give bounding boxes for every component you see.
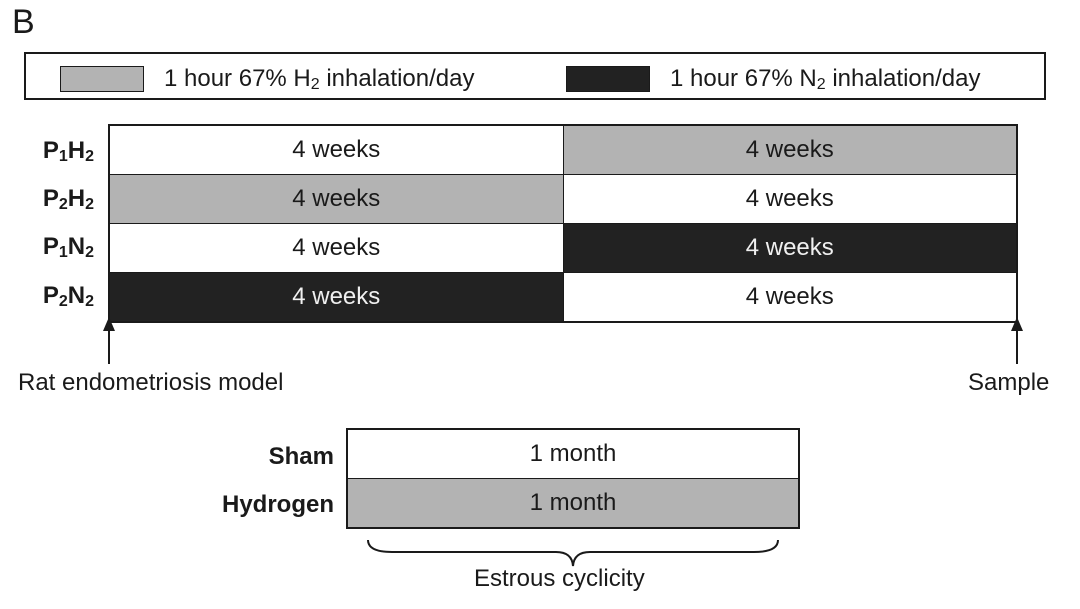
period-cell: 4 weeks: [562, 126, 1016, 174]
protocol-row-p2n2: 4 weeks 4 weeks: [110, 272, 1016, 321]
protocol-grid: 4 weeks 4 weeks 4 weeks 4 weeks 4 weeks …: [108, 124, 1018, 323]
end-arrow-icon: [1011, 317, 1023, 364]
row-label-sham: Sham: [268, 443, 334, 470]
period-cell: 4 weeks: [562, 175, 1016, 223]
cyclicity-row-sham: 1 month: [348, 430, 798, 478]
period-cell: 4 weeks: [110, 224, 563, 272]
row-label-p1n2: P1N2: [42, 233, 94, 261]
cyclicity-grid: 1 month 1 month: [346, 428, 800, 529]
legend-label-h2: 1 hour 67% H2 inhalation/day: [164, 65, 475, 93]
legend-swatch-n2: [566, 66, 650, 92]
cyclicity-row-hydrogen: 1 month: [348, 478, 798, 527]
protocol-row-p1h2: 4 weeks 4 weeks: [110, 126, 1016, 174]
start-arrow-icon: [103, 317, 115, 364]
start-note: Rat endometriosis model: [18, 369, 284, 396]
curly-brace-icon: [367, 539, 779, 567]
end-note: Sample: [968, 369, 1050, 396]
brace-label: Estrous cyclicity: [474, 565, 645, 592]
legend-label-n2: 1 hour 67% N2 inhalation/day: [670, 65, 981, 93]
period-cell: 4 weeks: [562, 224, 1016, 272]
row-label-p2n2: P2N2: [42, 282, 94, 310]
panel-label: B: [12, 3, 35, 41]
row-label-p2h2: P2H2: [42, 185, 94, 213]
legend-swatch-h2: [60, 66, 144, 92]
row-label-p1h2: P1H2: [42, 137, 94, 165]
protocol-row-p1n2: 4 weeks 4 weeks: [110, 223, 1016, 272]
row-label-hydrogen: Hydrogen: [221, 491, 334, 518]
period-cell: 4 weeks: [110, 126, 563, 174]
period-cell: 4 weeks: [110, 175, 563, 223]
legend-box: 1 hour 67% H2 inhalation/day 1 hour 67% …: [24, 52, 1046, 100]
period-cell: 4 weeks: [562, 273, 1016, 321]
period-cell: 4 weeks: [110, 273, 563, 321]
protocol-row-p2h2: 4 weeks 4 weeks: [110, 174, 1016, 223]
